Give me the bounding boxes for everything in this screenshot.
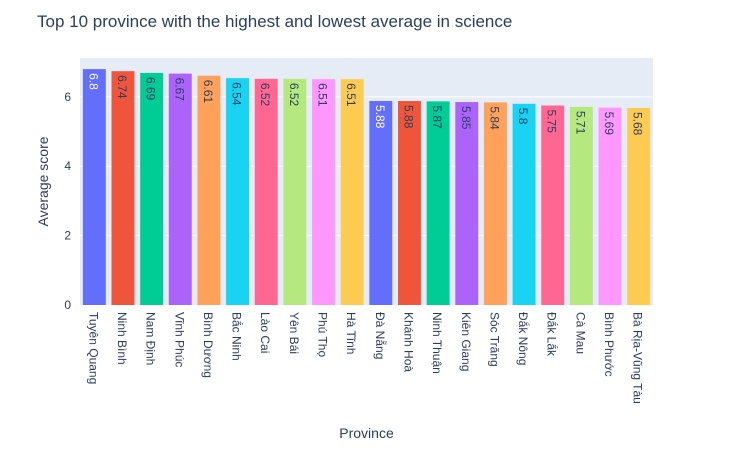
x-tick-label: Phú Thọ (316, 312, 330, 357)
x-tick-label: Ninh Thuận (430, 312, 444, 374)
bar (283, 78, 307, 305)
x-tick-label: Bắc Ninh (230, 312, 245, 361)
bar (483, 102, 507, 305)
y-tick-label: 0 (64, 298, 71, 312)
x-tick-label: Đắk Lắk (545, 312, 560, 357)
bar (541, 105, 565, 305)
x-tick-label: Bà Rịa-Vũng Tàu (631, 312, 645, 404)
bar (569, 106, 593, 305)
bar (226, 78, 250, 305)
x-tick-label: Hà Tĩnh (344, 312, 358, 354)
bar-value-label: 6.54 (230, 82, 244, 106)
bar (455, 102, 479, 305)
bar (254, 78, 278, 305)
bar (598, 107, 622, 305)
bar-value-label: 6.51 (344, 83, 358, 107)
bar-value-label: 5.84 (487, 106, 501, 130)
x-tick-label: Yên Bái (287, 312, 301, 354)
y-tick-label: 6 (64, 90, 71, 104)
y-tick-label: 2 (64, 229, 71, 243)
x-tick-label: Vĩnh Phúc (172, 312, 186, 367)
bar (426, 101, 450, 305)
bar-value-label: 5.8 (516, 108, 530, 125)
bar-value-label: 6.67 (172, 78, 186, 102)
bar (111, 71, 135, 305)
bar-value-label: 6.51 (316, 83, 330, 107)
bar-value-label: 5.85 (459, 106, 473, 130)
bar-value-label: 5.71 (573, 111, 587, 135)
bar-value-label: 6.69 (144, 77, 158, 101)
x-tick-label: Đà Nẵng (373, 312, 388, 359)
bar-value-label: 6.52 (287, 83, 301, 107)
plot-area (80, 58, 653, 305)
bar-value-label: 6.52 (258, 83, 272, 107)
bar-value-label: 6.61 (201, 80, 215, 104)
bar-value-label: 5.88 (401, 105, 415, 129)
bars: 6.8 6.74 6.69 6.67 6.61 6.54 6.52 6.52 6.51 6.51 5… (82, 69, 651, 306)
bar (369, 101, 393, 306)
bar-value-label: 6.74 (115, 75, 129, 99)
x-axis-label: Province (339, 425, 394, 441)
x-tick-label: Khánh Hoà (401, 312, 415, 372)
bar (197, 75, 221, 305)
y-axis-label: Average score (35, 136, 51, 226)
bar-value-label: 5.87 (430, 105, 444, 129)
bar-value-label: 5.75 (545, 110, 559, 134)
bar-value-label: 6.8 (86, 73, 100, 90)
bar (312, 79, 335, 305)
x-tick-label: Sóc Trăng (487, 312, 501, 367)
x-tick-label: Nam Định (144, 312, 158, 365)
bar-value-label: 5.88 (373, 105, 387, 129)
chart-title: Top 10 province with the highest and low… (37, 12, 513, 31)
bar (627, 107, 651, 306)
x-tick-label: Kiên Giang (459, 312, 473, 371)
bar (340, 79, 364, 305)
bar-value-label: 5.69 (602, 112, 616, 136)
x-tick-label: Ninh Bình (115, 312, 129, 365)
bar (168, 73, 192, 305)
y-tick-label: 4 (64, 159, 71, 173)
bar-value-label: 5.68 (631, 112, 645, 136)
x-tick-label: Lào Cai (258, 312, 272, 353)
x-tick-label: Tuyên Quang (86, 312, 100, 384)
x-tick-label: Bình Dương (201, 312, 215, 378)
x-tick-label: Cà Mau (573, 312, 587, 354)
x-tick-label: Bình Phước (602, 312, 616, 377)
x-tick-label: Đắk Nông (516, 312, 531, 365)
x-axis-ticks: Tuyên Quang Ninh Bình Nam Định Vĩnh Phúc Bìn… (86, 312, 644, 404)
bar (512, 103, 536, 305)
bar (398, 101, 421, 306)
bar (82, 69, 106, 305)
y-axis-ticks: 0 2 4 6 (64, 90, 71, 312)
bar (140, 72, 164, 305)
